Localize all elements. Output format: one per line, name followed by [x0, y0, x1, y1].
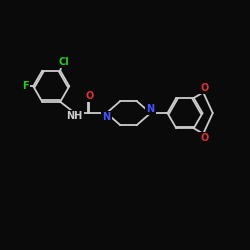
Text: NH: NH: [66, 111, 82, 121]
Text: O: O: [85, 91, 94, 101]
Text: N: N: [146, 104, 154, 114]
Text: F: F: [22, 81, 29, 91]
Text: O: O: [200, 133, 208, 143]
Text: Cl: Cl: [58, 57, 70, 67]
Text: N: N: [102, 112, 110, 122]
Text: O: O: [200, 83, 208, 93]
